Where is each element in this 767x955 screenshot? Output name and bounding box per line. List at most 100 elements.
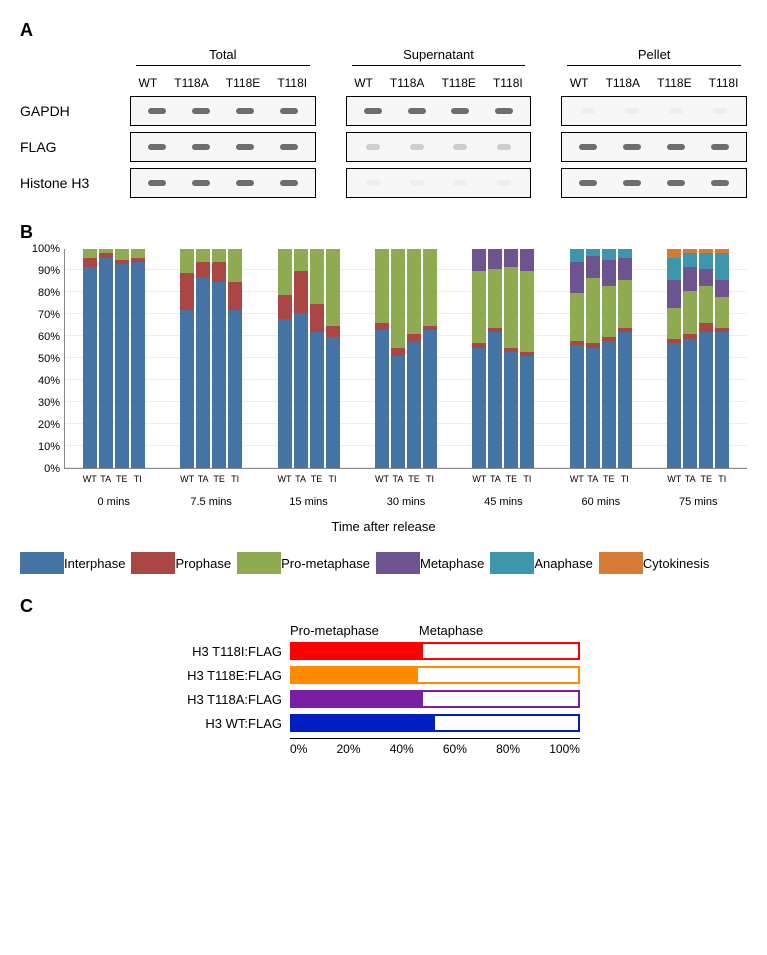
blot-band	[711, 144, 729, 150]
bar-segment-prophase	[83, 258, 97, 267]
bar-segment-prometaphase	[83, 249, 97, 258]
panel-c-bar-metaphase	[423, 690, 580, 708]
bar-segment-prophase	[310, 304, 324, 332]
legend-label: Anaphase	[534, 556, 593, 571]
blot-band	[623, 144, 641, 150]
lane-label: T118E	[657, 76, 691, 90]
panel-c-row: H3 WT:FLAG	[160, 714, 580, 732]
legend-swatch	[490, 552, 534, 574]
blot-band	[280, 144, 298, 150]
stacked-bar	[391, 249, 405, 468]
stacked-bar	[228, 249, 242, 468]
lane-header-row: WTT118AT118ET118I	[346, 76, 532, 90]
stacked-bar	[618, 249, 632, 468]
bar-segment-interphase	[294, 313, 308, 468]
lane-label: T118A	[174, 76, 208, 90]
panel-a: A TotalSupernatantPelletWTT118AT118ET118…	[20, 20, 747, 198]
blot-box	[346, 96, 532, 126]
panel-c-xtick: 0%	[290, 742, 307, 756]
blot-band	[625, 108, 639, 114]
panel-c-row: H3 T118E:FLAG	[160, 666, 580, 684]
bar-segment-interphase	[520, 356, 534, 468]
bar-segment-prometaphase	[294, 249, 308, 271]
bar-segment-prometaphase	[423, 249, 437, 326]
bar-segment-prometaphase	[278, 249, 292, 295]
panel-c-xaxis: 0%20%40%60%80%100%	[290, 738, 580, 756]
stacked-bar	[278, 249, 292, 468]
bar-segment-prometaphase	[586, 278, 600, 344]
bar-segment-metaphase	[504, 249, 518, 267]
blot-band	[236, 180, 254, 186]
time-group	[65, 249, 162, 468]
bar-segment-interphase	[115, 264, 129, 468]
lane-label: WT	[570, 76, 589, 90]
time-group	[260, 249, 357, 468]
legend-item: Pro-metaphase	[237, 552, 370, 574]
legend-swatch	[376, 552, 420, 574]
panel-c-bar-prometaphase	[290, 642, 423, 660]
blot-band	[192, 180, 210, 186]
panel-c-xtick: 20%	[337, 742, 361, 756]
bar-segment-anaphase	[715, 253, 729, 279]
blot-band	[410, 144, 424, 150]
panel-c-xtick: 40%	[390, 742, 414, 756]
stacked-bar	[310, 249, 324, 468]
blot-band	[453, 144, 467, 150]
stacked-bar	[683, 249, 697, 468]
bar-segment-interphase	[472, 348, 486, 468]
panel-c-bar-metaphase	[435, 714, 580, 732]
bar-segment-prophase	[391, 348, 405, 357]
bar-segment-prometaphase	[326, 249, 340, 326]
bar-segment-prometaphase	[699, 286, 713, 323]
legend-swatch	[20, 552, 64, 574]
bar-segment-prometaphase	[667, 308, 681, 339]
bar-segment-prophase	[180, 273, 194, 310]
bar-segment-prometaphase	[131, 249, 145, 258]
bar-segment-interphase	[212, 282, 226, 468]
blot-band	[236, 144, 254, 150]
bar-segment-prometaphase	[570, 293, 584, 341]
time-group	[650, 249, 747, 468]
blot-row-label: FLAG	[20, 139, 100, 155]
blot-band	[148, 180, 166, 186]
blot-band	[192, 144, 210, 150]
legend-item: Metaphase	[376, 552, 484, 574]
bar-segment-interphase	[326, 337, 340, 468]
bar-segment-metaphase	[488, 249, 502, 269]
stacked-bar	[472, 249, 486, 468]
blot-band	[669, 108, 683, 114]
blot-row-label: GAPDH	[20, 103, 100, 119]
blot-row-label: Histone H3	[20, 175, 100, 191]
lane-label: WT	[354, 76, 373, 90]
bar-segment-prometaphase	[520, 271, 534, 352]
blot-band	[366, 144, 380, 150]
bar-segment-interphase	[83, 267, 97, 468]
blot-band	[364, 108, 382, 114]
legend-swatch	[237, 552, 281, 574]
stacked-bar	[504, 249, 518, 468]
bar-segment-anaphase	[667, 258, 681, 280]
blot-band	[192, 108, 210, 114]
stacked-bar	[407, 249, 421, 468]
stacked-bar	[115, 249, 129, 468]
blot-box	[561, 96, 747, 126]
blot-box	[561, 168, 747, 198]
stacked-bar	[586, 249, 600, 468]
bar-segment-prometaphase	[180, 249, 194, 273]
panel-c-bar	[290, 690, 580, 708]
time-group	[455, 249, 552, 468]
bar-segment-interphase	[278, 319, 292, 468]
panel-b-legend: InterphaseProphasePro-metaphaseMetaphase…	[20, 552, 747, 574]
legend-item: Anaphase	[490, 552, 593, 574]
stacked-bar	[488, 249, 502, 468]
bar-segment-metaphase	[667, 280, 681, 308]
blot-band	[148, 108, 166, 114]
bar-segment-prometaphase	[212, 249, 226, 262]
blot-box	[561, 132, 747, 162]
bar-segment-metaphase	[586, 256, 600, 278]
blot-band	[579, 180, 597, 186]
blot-box	[130, 132, 316, 162]
bar-segment-prometaphase	[115, 249, 129, 260]
panel-c-row: H3 T118A:FLAG	[160, 690, 580, 708]
stacked-bar	[99, 249, 113, 468]
